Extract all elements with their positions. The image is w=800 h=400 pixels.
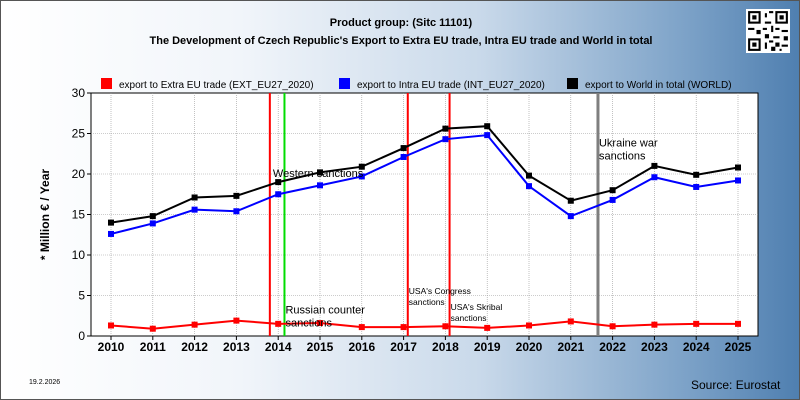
legend-swatch-extra — [101, 78, 112, 89]
data-point-world — [400, 145, 407, 152]
series-line-world — [110, 125, 739, 224]
data-point-world — [358, 163, 365, 170]
data-point-extra — [693, 320, 700, 327]
data-point-world — [191, 194, 198, 201]
chart-title-line2: The Development of Czech Republic's Expo… — [149, 35, 653, 47]
data-point-intra — [317, 182, 323, 189]
x-tick-label: 2019 — [474, 340, 501, 354]
data-point-intra — [400, 153, 407, 160]
data-point-extra — [191, 321, 198, 328]
x-tick-label: 2022 — [599, 340, 626, 354]
data-point-world — [609, 187, 616, 194]
qr-code-icon — [746, 9, 790, 53]
x-tick-label: 2020 — [516, 340, 543, 354]
data-point-intra — [609, 196, 616, 203]
data-point-extra — [484, 324, 491, 331]
data-point-world — [484, 123, 491, 130]
data-point-intra — [149, 220, 156, 227]
x-tick-label: 2016 — [348, 340, 375, 354]
data-point-extra — [651, 321, 658, 328]
legend-swatch-intra — [339, 78, 350, 89]
data-point-world — [317, 169, 323, 176]
y-tick-label: 10 — [72, 248, 86, 262]
y-tick-label: 15 — [72, 208, 86, 222]
x-tick-label: 2015 — [307, 340, 334, 354]
x-tick-label: 2021 — [557, 340, 584, 354]
chart-title-line1: Product group: (Sitc 11101) — [329, 17, 473, 29]
data-point-intra — [651, 174, 658, 181]
data-point-intra — [735, 177, 741, 184]
x-tick-label: 2011 — [140, 340, 166, 354]
data-point-extra — [233, 317, 240, 324]
data-point-extra — [400, 324, 407, 331]
x-tick-label: 2023 — [641, 340, 668, 354]
source-label: Source: Eurostat — [691, 378, 781, 392]
data-point-extra — [149, 325, 156, 332]
data-point-extra — [526, 322, 532, 329]
annotation-label: USA's Skribal sanctions — [451, 302, 503, 323]
annotation-label: Ukraine war sanctions — [599, 137, 658, 162]
y-tick-label: 25 — [72, 127, 86, 141]
data-point-extra — [317, 320, 323, 327]
x-tick-label: 2025 — [725, 340, 752, 354]
data-point-world — [567, 197, 574, 204]
data-point-extra — [442, 323, 449, 330]
data-point-extra — [567, 318, 574, 325]
legend-swatch-world — [567, 78, 578, 89]
x-tick-label: 2018 — [432, 340, 459, 354]
data-point-world — [651, 162, 658, 169]
data-point-extra — [275, 320, 282, 327]
legend-label-intra: export to Intra EU trade (INT_EU27_2020) — [357, 80, 545, 91]
data-point-extra — [609, 323, 616, 330]
data-point-world — [149, 213, 156, 220]
data-point-world — [735, 164, 741, 171]
data-point-extra — [358, 324, 365, 331]
data-point-intra — [358, 173, 365, 180]
legend-label-world: export to World in total (WORLD) — [585, 80, 732, 91]
data-point-intra — [526, 183, 532, 190]
data-point-world — [526, 172, 532, 179]
x-tick-label: 2012 — [181, 340, 208, 354]
data-point-intra — [233, 208, 240, 215]
x-tick-label: 2017 — [390, 340, 417, 354]
data-point-extra — [108, 322, 114, 329]
data-point-world — [442, 125, 449, 132]
data-point-intra — [567, 213, 574, 220]
y-tick-label: 20 — [72, 167, 86, 181]
y-tick-label: 0 — [78, 329, 85, 343]
data-point-world — [275, 179, 282, 186]
data-point-world — [693, 171, 700, 178]
y-tick-label: 5 — [78, 289, 85, 303]
y-axis-label: * Million € / Year — [38, 169, 52, 260]
data-point-intra — [275, 191, 282, 198]
data-point-intra — [693, 183, 700, 190]
data-point-intra — [484, 132, 491, 139]
series-line-extra — [110, 319, 738, 330]
data-point-world — [108, 219, 114, 226]
annotation-label: Western sanctions — [273, 168, 364, 180]
data-point-intra — [191, 206, 198, 213]
series-line-intra — [110, 134, 739, 235]
x-tick-label: 2010 — [98, 340, 125, 354]
data-point-world — [233, 192, 240, 199]
annotation-label: Russian counter sanctions — [285, 304, 365, 329]
annotation-label: USA's Congress sanctions — [409, 286, 471, 307]
x-tick-label: 2014 — [265, 340, 292, 354]
x-tick-label: 2024 — [683, 340, 710, 354]
x-tick-label: 2013 — [223, 340, 250, 354]
data-point-intra — [108, 230, 114, 237]
date-stamp: 19.2.2026 — [29, 379, 61, 386]
y-tick-label: 30 — [72, 86, 86, 100]
data-point-extra — [735, 320, 741, 327]
data-point-intra — [442, 136, 449, 143]
legend-label-extra: export to Extra EU trade (EXT_EU27_2020) — [119, 80, 314, 91]
